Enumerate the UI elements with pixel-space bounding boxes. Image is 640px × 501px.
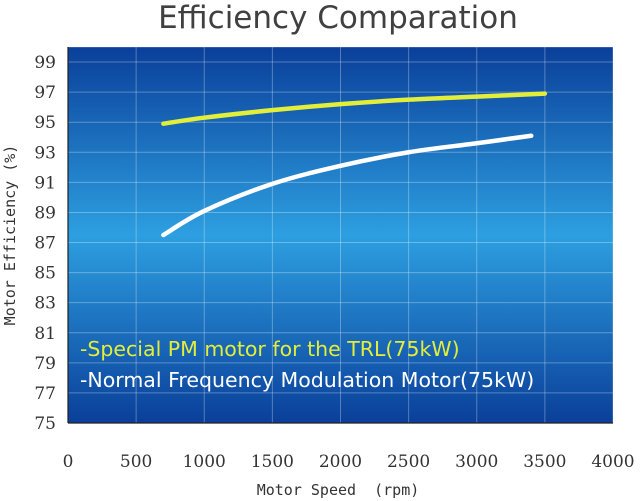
x-tick-1500: 1500	[251, 452, 294, 472]
y-tick-87: 87	[34, 234, 56, 254]
y-tick-81: 81	[34, 324, 56, 344]
y-tick-83: 83	[34, 294, 56, 314]
plot-background	[68, 47, 613, 423]
x-tick-4000: 4000	[591, 452, 634, 472]
axes	[67, 47, 613, 424]
x-tick-500: 500	[120, 452, 152, 472]
legend: -Special PM motor for the TRL(75kW) -Nor…	[80, 337, 534, 392]
y-tick-77: 77	[34, 384, 56, 404]
y-axis-label: Motor Efficiency (%)	[1, 145, 19, 326]
legend-entry-pm-motor: -Special PM motor for the TRL(75kW)	[80, 337, 460, 361]
y-tick-91: 91	[34, 173, 56, 193]
legend-entry-normal-motor: -Normal Frequency Modulation Motor(75kW)	[80, 368, 534, 392]
x-tick-3500: 3500	[523, 452, 566, 472]
series-line-0	[161, 91, 548, 126]
y-tick-79: 79	[34, 354, 56, 374]
series-lines	[161, 91, 548, 238]
x-tick-0: 0	[63, 452, 74, 472]
y-tick-75: 75	[34, 414, 56, 434]
x-tick-labels: 0 500 1000 1500 2000 2500 3000 3500 4000	[63, 452, 635, 472]
x-tick-1000: 1000	[183, 452, 226, 472]
x-tick-2000: 2000	[319, 452, 362, 472]
chart-title: Efficiency Comparation	[158, 0, 518, 36]
y-tick-labels: 75 77 79 81 83 85 87 89 91 93 95 97 99	[34, 53, 56, 434]
series-line-1	[161, 133, 534, 238]
y-tick-89: 89	[34, 203, 56, 223]
y-tick-95: 95	[34, 113, 56, 133]
y-tick-99: 99	[34, 53, 56, 73]
x-tick-3000: 3000	[455, 452, 498, 472]
y-tick-85: 85	[34, 264, 56, 284]
y-tick-97: 97	[34, 83, 56, 103]
x-axis-label: Motor Speed (rpm)	[257, 481, 420, 499]
x-tick-2500: 2500	[387, 452, 430, 472]
y-tick-93: 93	[34, 143, 56, 163]
